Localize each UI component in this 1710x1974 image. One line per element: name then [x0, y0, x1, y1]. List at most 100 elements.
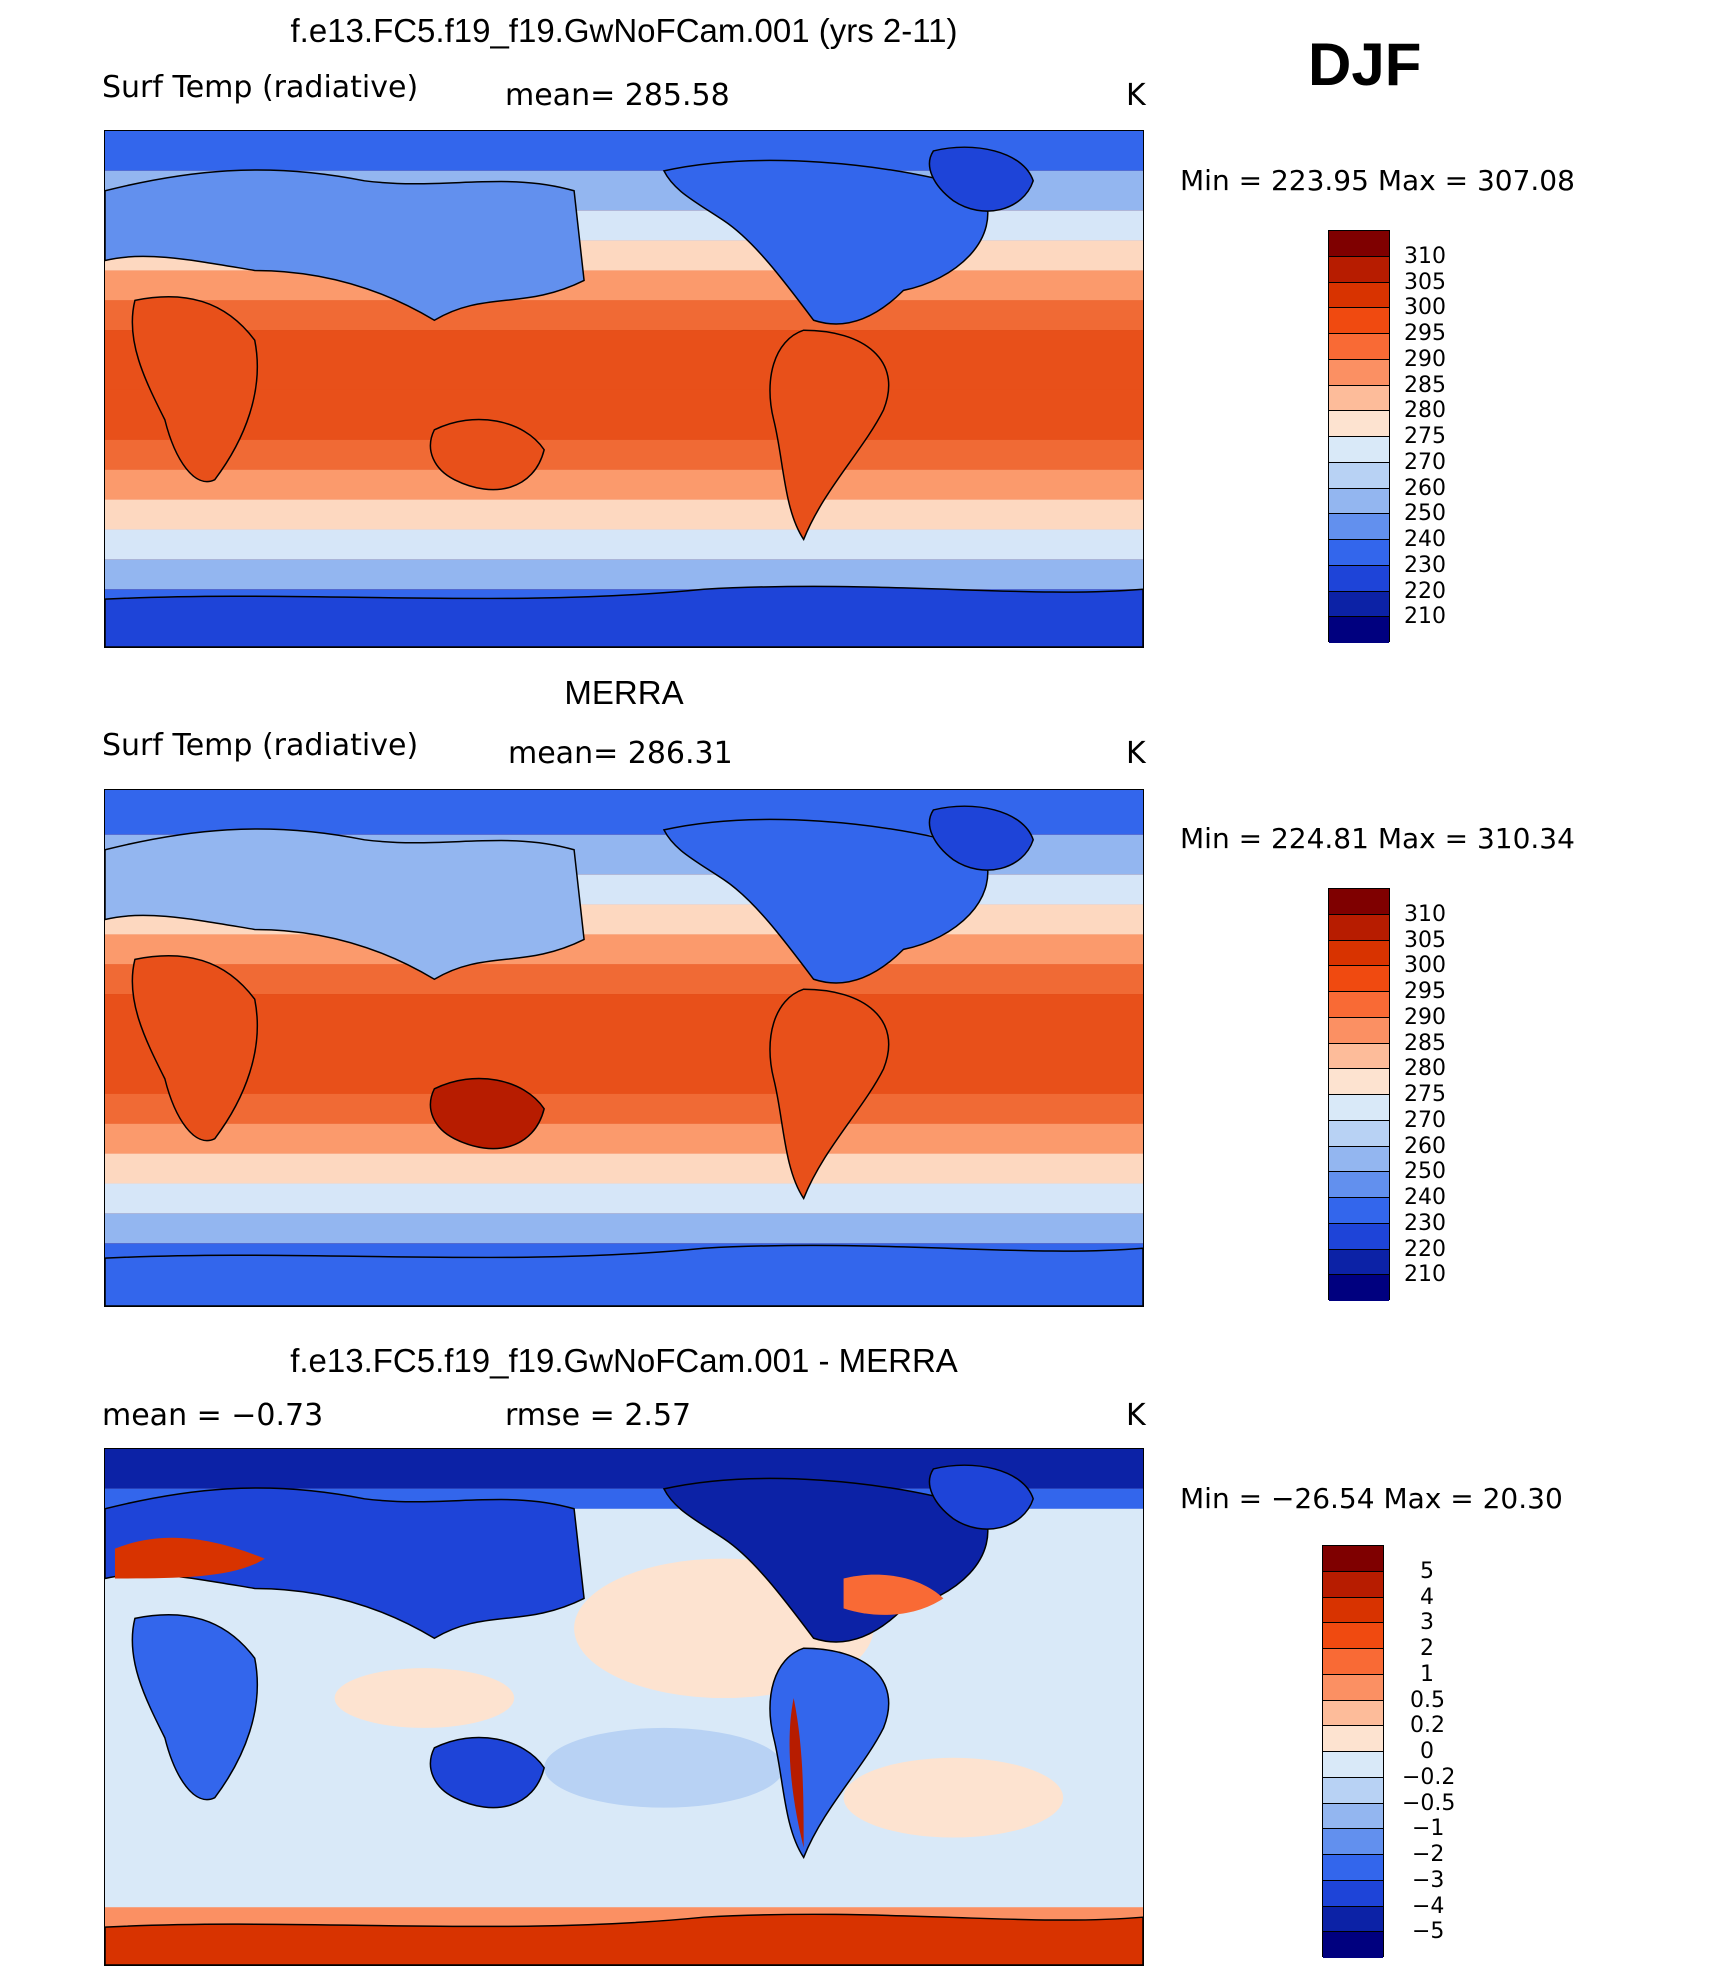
panel2-colorbar-label: 310 [1404, 902, 1446, 927]
panel1-colorbar-label: 220 [1404, 579, 1446, 604]
band [105, 1123, 1143, 1154]
colorbar-segment [1329, 1017, 1389, 1044]
band [105, 389, 1143, 440]
landmass-australia [429, 1736, 545, 1809]
landmass-south-america [769, 329, 890, 542]
panel2-minmax-label: Min = 224.81 Max = 310.34 [1180, 822, 1575, 855]
panel1-colorbar-label: 250 [1404, 501, 1446, 526]
hot-patch [114, 1537, 265, 1579]
panel1-colorbar-label: 270 [1404, 450, 1446, 475]
landmass-greenland [928, 1464, 1035, 1530]
panel2-colorbar-label: 250 [1404, 1159, 1446, 1184]
landmass-north-america [662, 159, 989, 325]
landmass-eurasia [105, 828, 585, 981]
panel1-colorbar-label: 305 [1404, 270, 1446, 295]
panel1-colorbar-label: 295 [1404, 321, 1446, 346]
landmass-greenland [928, 805, 1035, 871]
panel2-colorbar-label: 290 [1404, 1005, 1446, 1030]
colorbar-segment [1323, 1623, 1383, 1649]
hot-patch [789, 1698, 804, 1848]
panel2-colorbar-label: 280 [1404, 1056, 1446, 1081]
landmass-south-america [769, 988, 890, 1201]
landmass-africa [131, 296, 259, 483]
band [105, 934, 1143, 965]
landmass-eurasia [105, 169, 585, 322]
band [105, 439, 1143, 470]
colorbar-segment [1323, 1674, 1383, 1701]
panel3-colorbar-label: 2 [1420, 1636, 1434, 1661]
panel1-variable-label: Surf Temp (radiative) [102, 70, 419, 105]
panel3-title: f.e13.FC5.f19_f19.GwNoFCam.001 - MERRA [290, 1342, 958, 1379]
panel3-units-label: K [1126, 1398, 1146, 1433]
band [105, 330, 1143, 390]
band [105, 1093, 1143, 1124]
panel1-colorbar-label: 285 [1404, 373, 1446, 398]
panel3-colorbar-label: −3 [1412, 1868, 1445, 1893]
ocean-patch [544, 1727, 784, 1808]
landmass-eurasia [105, 1487, 585, 1640]
landmass-africa [131, 1614, 259, 1801]
colorbar-segment [1329, 488, 1389, 515]
colorbar-segment [1329, 1223, 1389, 1250]
ocean-patch [334, 1668, 515, 1728]
band [105, 270, 1143, 301]
colorbar-segment [1329, 914, 1389, 941]
panel2-colorbar-label: 300 [1404, 953, 1446, 978]
panel1-units-label: K [1126, 78, 1146, 113]
panel2-map-svg [105, 790, 1143, 1306]
colorbar-segment [1323, 1855, 1383, 1881]
band [105, 1153, 1143, 1184]
panel3-colorbar-label: −1 [1412, 1816, 1445, 1841]
panel3-minmax-label: Min = −26.54 Max = 20.30 [1180, 1482, 1563, 1515]
colorbar-segment [1329, 617, 1389, 643]
panel2-colorbar-label: 285 [1404, 1031, 1446, 1056]
colorbar-segment [1323, 1932, 1383, 1958]
colorbar-segment [1329, 437, 1389, 463]
panel3-rmse-label: rmse = 2.57 [505, 1398, 692, 1433]
panel3-colorbar-label: 4 [1420, 1585, 1434, 1610]
colorbar-segment [1329, 1069, 1389, 1095]
panel1-colorbar-label: 280 [1404, 398, 1446, 423]
colorbar-segment [1329, 385, 1389, 412]
panel2-colorbar-label: 275 [1404, 1082, 1446, 1107]
panel3-colorbar-label: −5 [1412, 1919, 1445, 1944]
colorbar-segment [1323, 1803, 1383, 1830]
landmass-north-america [662, 818, 989, 984]
landmass-antarctica [105, 1913, 1143, 1965]
colorbar-segment [1329, 282, 1389, 309]
panel3-colorbar-label: 1 [1420, 1662, 1434, 1687]
panel2-colorbar [1328, 888, 1390, 1301]
colorbar-segment [1329, 565, 1389, 592]
colorbar-segment [1329, 256, 1389, 283]
panel3-colorbar-label: 0 [1420, 1739, 1434, 1764]
season-label: DJF [1308, 31, 1422, 98]
panel2-colorbar-label: 240 [1404, 1185, 1446, 1210]
landmass-africa [131, 955, 259, 1142]
colorbar-segment [1329, 462, 1389, 489]
panel3-colorbar-label: 0.5 [1410, 1688, 1445, 1713]
panel3-colorbar-label: 5 [1420, 1559, 1434, 1584]
landmass-greenland [928, 146, 1035, 212]
colorbar-segment [1329, 231, 1389, 257]
colorbar-segment [1329, 1043, 1389, 1070]
colorbar-segment [1323, 1700, 1383, 1727]
colorbar-segment [1329, 1275, 1389, 1301]
band [105, 300, 1143, 331]
panel3-mean-label: mean = −0.73 [102, 1398, 324, 1433]
band [105, 964, 1143, 995]
panel1-title: f.e13.FC5.f19_f19.GwNoFCam.001 (yrs 2-11… [290, 12, 958, 49]
colorbar-segment [1329, 992, 1389, 1018]
colorbar-segment [1323, 1906, 1383, 1933]
panel1-map [104, 130, 1144, 648]
colorbar-segment [1329, 1249, 1389, 1276]
panel3-colorbar-label: −0.2 [1402, 1765, 1456, 1790]
panel2-units-label: K [1126, 736, 1146, 771]
band [105, 1183, 1143, 1214]
panel2-colorbar-label: 260 [1404, 1134, 1446, 1159]
panel1-colorbar-label: 260 [1404, 476, 1446, 501]
panel2-colorbar-label: 210 [1404, 1262, 1446, 1287]
colorbar-segment [1323, 1880, 1383, 1907]
colorbar-segment [1329, 540, 1389, 566]
colorbar-segment [1323, 1649, 1383, 1675]
panel3-colorbar-label: −4 [1412, 1894, 1445, 1919]
